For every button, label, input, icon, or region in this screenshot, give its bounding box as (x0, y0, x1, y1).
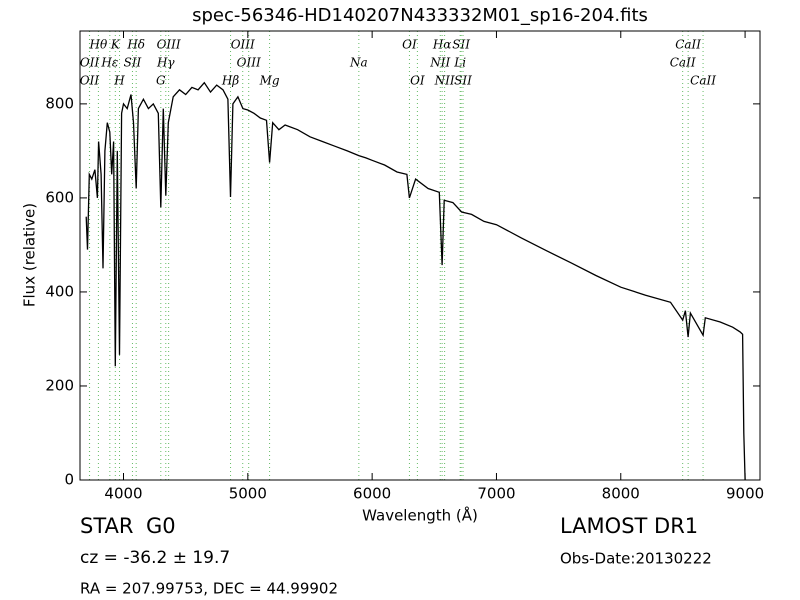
spectral-line-label: Hθ (89, 38, 108, 52)
spectral-line-label: CaII (670, 56, 696, 70)
spectral-line-label: Mg (259, 74, 280, 88)
x-tick-label: 7000 (477, 485, 515, 503)
spectral-line-label: CaII (690, 74, 716, 88)
cz: cz = -36.2 ± 19.7 (80, 548, 230, 568)
spectrum (85, 81, 746, 481)
spectral-line-label: OII (80, 56, 100, 70)
spectral-line-label: Hδ (126, 38, 145, 52)
spectral-line-label: Hα (432, 38, 452, 52)
plot-frame (79, 30, 761, 481)
spectral-line-label: G (156, 74, 166, 88)
x-tick-label: 6000 (353, 485, 391, 503)
spectral-line-label: SII (124, 56, 142, 70)
spectral-line-label: Li (453, 56, 466, 70)
position: RA = 207.99753, DEC = 44.99902 (80, 580, 338, 598)
y-tick-label: 0 (64, 471, 74, 489)
spectral-line-label: OIII (157, 38, 181, 52)
subclass: G0 (146, 514, 176, 538)
spectral-line-label: H (113, 74, 125, 88)
spectral-line-label: SII (452, 38, 470, 52)
spectral-line-label: OIII (237, 56, 261, 70)
spectral-line-label: SII (454, 74, 472, 88)
spectral-line-label: CaII (675, 38, 701, 52)
spectral-line-label: Hγ (156, 56, 175, 70)
spectral-line-label: NII (429, 56, 450, 70)
x-tick-label: 5000 (229, 485, 267, 503)
spectral-line-label: K (110, 38, 121, 52)
y-tick-label: 200 (45, 376, 74, 394)
chart-title: spec-56346-HD140207N433332M01_sp16-204.f… (192, 5, 648, 26)
obs-date: Obs-Date:20130222 (560, 550, 712, 568)
x-axis-label: Wavelength (Å) (362, 506, 478, 525)
spectral-line-label: OI (402, 38, 417, 52)
spectral-line-label: OIII (231, 38, 255, 52)
x-tick-label: 8000 (602, 485, 640, 503)
x-tick-label: 4000 (104, 485, 142, 503)
spectral-line-label: Hβ (221, 74, 239, 88)
release: LAMOST DR1 (560, 514, 698, 538)
y-tick-label: 800 (45, 94, 74, 112)
y-tick-label: 400 (45, 282, 74, 300)
y-tick-label: 600 (45, 188, 74, 206)
spectral-line-label: Na (349, 56, 368, 70)
spectral-line-label: Hε (100, 56, 118, 70)
spectral-line-label: OII (80, 74, 100, 88)
class: STAR (80, 514, 133, 538)
spectral-line-label: OI (410, 74, 425, 88)
x-tick-label: 9000 (726, 485, 764, 503)
y-axis-label: Flux (relative) (21, 203, 39, 307)
spectral-line-label: NII (434, 74, 455, 88)
